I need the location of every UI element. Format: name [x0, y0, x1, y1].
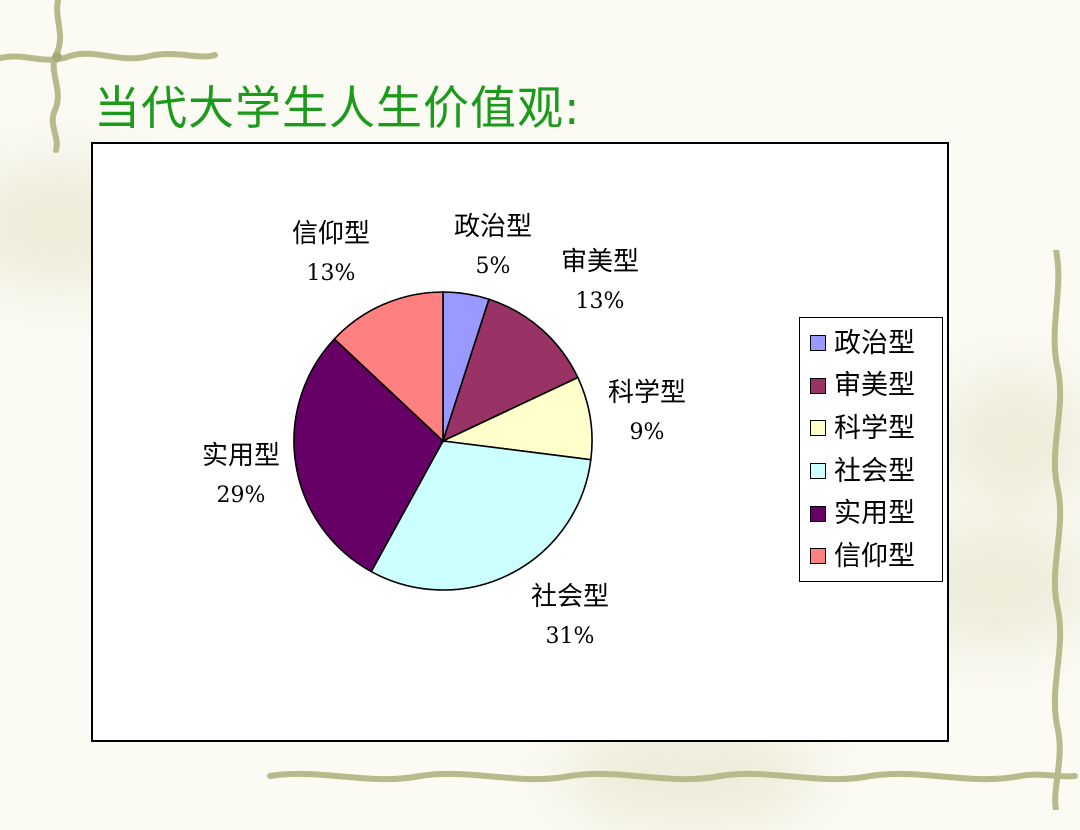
legend-label: 社会型 [834, 455, 915, 487]
legend-swatch [810, 377, 826, 394]
legend-swatch [810, 463, 826, 480]
slice-value-label: 31% [546, 624, 595, 649]
chart-area: 政治型 5% 审美型 13% 科学型 9% 社会型 31% 实用型 29% 信仰型 13% 政治型 审美… [91, 142, 949, 742]
slice-category-label: 信仰型 [292, 219, 370, 249]
legend-label: 科学型 [834, 412, 915, 444]
chart-legend: 政治型审美型科学型社会型实用型信仰型 [799, 317, 943, 582]
slice-category-label: 审美型 [561, 247, 639, 277]
legend-swatch [810, 505, 826, 522]
legend-item: 审美型 [810, 365, 942, 408]
slice-value-label: 13% [576, 289, 625, 314]
slice-category-label: 政治型 [454, 212, 532, 242]
slice-value-label: 9% [630, 420, 665, 445]
vine-decoration-bottom [267, 770, 1078, 783]
slice-category-label: 社会型 [531, 582, 609, 612]
pie-slice [293, 337, 444, 573]
slide-title: 当代大学生人生价值观: [94, 81, 581, 135]
pie-slice [370, 440, 592, 591]
slice-value-label: 5% [476, 254, 511, 279]
slice-value-label: 13% [307, 261, 356, 286]
pie-chart: 政治型 5% 审美型 13% 科学型 9% 社会型 31% 实用型 29% 信仰型 13% [202, 212, 686, 649]
vine-decoration-right [1051, 250, 1064, 810]
legend-label: 实用型 [834, 498, 915, 530]
legend-swatch [810, 420, 826, 437]
vine-decoration-top-left [0, 0, 218, 153]
legend-label: 政治型 [834, 327, 915, 359]
legend-swatch [810, 548, 826, 565]
legend-item: 科学型 [810, 407, 942, 450]
legend-item: 社会型 [810, 450, 942, 493]
pie-slice [441, 298, 579, 443]
legend-label: 审美型 [834, 370, 915, 402]
pie-slice [440, 376, 593, 461]
slice-value-label: 29% [217, 483, 266, 508]
legend-item: 政治型 [810, 322, 942, 365]
pie-slice [333, 291, 444, 443]
slice-category-label: 科学型 [608, 378, 686, 408]
legend-item: 实用型 [810, 492, 942, 535]
slice-category-label: 实用型 [202, 441, 280, 471]
legend-item: 信仰型 [810, 535, 942, 578]
legend-swatch [810, 335, 826, 352]
legend-label: 信仰型 [834, 540, 915, 572]
